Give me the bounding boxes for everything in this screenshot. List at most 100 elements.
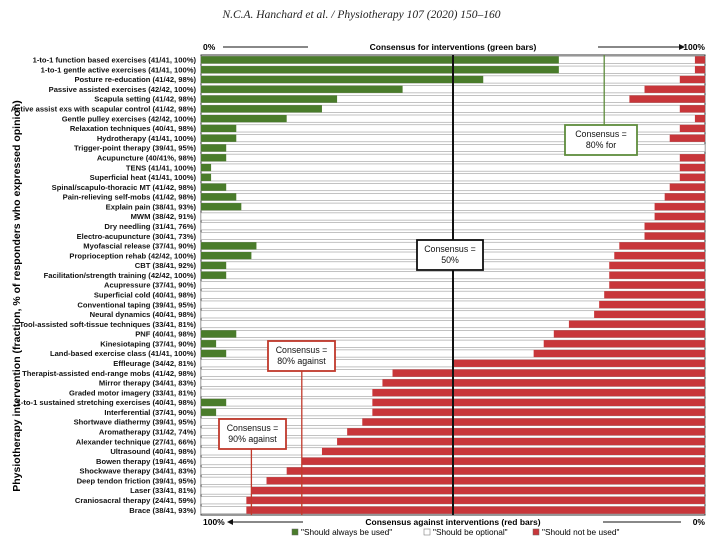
top-axis-arrowhead [679,44,685,50]
bar-not [604,291,705,299]
bar-not [619,242,705,250]
bar-not [679,173,705,181]
legend-label: "Should not be used" [542,527,619,537]
bar-not [553,330,705,338]
category-label: MWM (38/42, 91%) [131,212,197,221]
bar-always [201,340,217,348]
bar-not [654,212,705,221]
bar-not [533,349,705,358]
callout-text: 50% [441,255,459,265]
bottom-axis-right-label: 0% [693,517,706,527]
category-label: Ultrasound (40/41, 98%) [110,447,196,456]
callout-text: Consensus = [575,129,627,139]
bar-always [201,261,227,270]
category-label: Electro-acupuncture (30/41, 73%) [77,232,197,241]
callout-text: Consensus = [276,345,328,355]
category-label: Superficial heat (41/41, 100%) [90,173,197,182]
overlay-layer: 0% 100% Consensus for interventions (green… [203,41,705,537]
category-label: 1-to-1 sustained stretching exercises (4… [17,398,197,407]
category-label: Gentle pulley exercises (42/42, 100%) [62,114,197,123]
bar-not [694,66,705,74]
category-label: Shockwave therapy (34/41, 83%) [80,467,197,476]
bar-not [609,261,705,270]
category-label: Scapula setting (41/42, 98%) [94,95,196,104]
category-label: 1-to-1 function based exercises (41/41, … [33,56,197,65]
category-label: Relaxation techniques (40/41, 98%) [70,124,197,133]
category-label: Land-based exercise class (41/41, 100%) [50,349,197,358]
category-label: Acupressure (37/41, 90%) [104,281,196,290]
bar-not [609,281,705,289]
category-label: Superficial cold (40/41, 98%) [94,290,197,299]
bar-always [201,349,227,358]
legend-swatch [423,528,431,536]
category-label: PNF (40/41, 98%) [135,330,196,339]
bar-not [664,193,705,201]
top-axis-title: Consensus for interventions (green bars) [370,42,537,52]
bar-not [629,95,705,103]
bar-not [382,379,705,387]
category-label: Craniosacral therapy (24/41, 59%) [75,496,197,505]
bar-not [679,163,705,172]
category-label: Mirror therapy (34/41, 83%) [99,379,197,388]
bar-always [201,163,212,172]
bar-always [201,183,227,191]
category-label: Brace (38/41, 93%) [129,506,196,515]
category-label: Aromatherapy (31/42, 74%) [99,428,197,437]
bar-not [568,320,705,328]
bar-always [201,134,237,142]
category-label: Proprioception rehab (42/42, 100%) [69,251,196,260]
bar-not [362,418,705,426]
callout-text: Consensus = [424,244,476,254]
category-label: Therapist-assisted end-range mobs (41/42… [22,369,196,378]
category-label: Myofascial release (37/41, 90%) [83,242,196,251]
bar-not [694,56,705,64]
category-label: Acupuncture (40/41%, 98%) [97,153,197,162]
bar-always [201,242,257,250]
category-labels: 1-to-1 function based exercises (41/41, … [11,56,197,515]
top-axis-left-label: 0% [203,42,216,52]
category-label: Shortwave diathermy (39/41, 95%) [74,418,197,427]
top-axis-title-bg [308,41,598,52]
bar-always [201,95,338,103]
category-label: Posture re-education (41/42, 98%) [74,75,196,84]
bar-not [453,359,705,367]
category-label: Bowen therapy (19/41, 46%) [96,457,196,466]
bar-always [201,398,227,407]
bar-not [654,203,705,211]
bar-always [201,66,559,74]
callout-box [416,239,484,271]
callout-box [564,124,638,156]
callout-text: 90% against [228,434,277,444]
bar-always [201,252,252,260]
bar-not [392,369,705,377]
bar-always [201,330,237,338]
bar-not [246,506,706,514]
bar-not [609,271,705,279]
category-label: Conventional taping (39/41, 95%) [77,300,196,309]
bar-always [201,154,227,162]
category-label: Dry needling (31/41, 76%) [104,222,196,231]
bottom-axis-left-label: 100% [203,517,225,527]
legend-label: "Should be optional" [433,527,508,537]
category-label: Laser (33/41, 81%) [130,486,196,495]
bar-not [644,85,705,93]
bar-not [614,252,705,260]
legend-swatch [291,528,299,536]
bar-not [669,134,705,142]
bar-not [301,457,705,465]
category-label: Kinesiotaping (37/41, 90%) [100,339,196,348]
callout-text: 80% for [586,140,616,150]
category-label: Passive assisted exercises (42/42, 100%) [49,85,197,94]
bar-not [644,232,705,240]
bottom-axis-arrowhead [227,519,233,525]
bar-not [347,428,705,436]
legend-swatch [532,528,540,536]
bar-always [201,193,237,201]
top-axis-right-label: 100% [683,42,705,52]
bar-not [694,114,705,123]
bar-always [201,114,287,123]
bar-always [201,56,559,64]
category-label: Hydrotherapy (41/41, 100%) [97,134,197,143]
category-label: TENS (41/41, 100%) [126,163,197,172]
